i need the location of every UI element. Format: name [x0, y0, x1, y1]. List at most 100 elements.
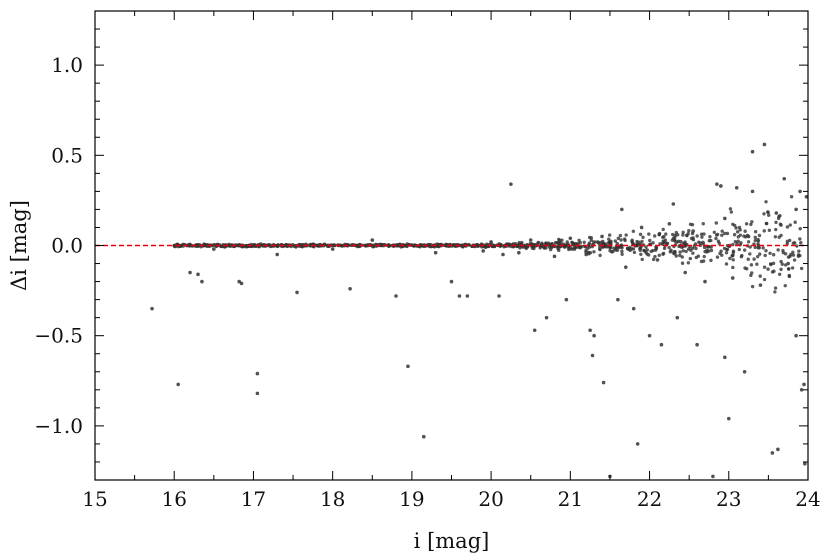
data-point — [203, 243, 207, 247]
data-point — [659, 342, 664, 347]
data-point — [639, 225, 644, 230]
data-point — [714, 236, 718, 241]
data-point — [719, 184, 723, 188]
data-point — [756, 237, 760, 242]
data-point — [333, 243, 337, 248]
data-point — [661, 235, 665, 239]
axis-ticks — [94, 11, 809, 480]
data-point — [499, 242, 503, 247]
data-point — [670, 238, 675, 242]
data-point — [749, 263, 754, 267]
data-point — [457, 294, 462, 298]
data-point — [798, 189, 802, 194]
data-point — [714, 221, 719, 225]
data-point — [777, 272, 782, 277]
y-tick-labels: −1.0 −0.5 0.0 0.5 1.0 — [34, 53, 83, 438]
data-point — [586, 250, 591, 255]
data-point — [761, 246, 765, 250]
data-point — [785, 225, 790, 229]
data-point — [742, 369, 747, 374]
data-point — [763, 253, 767, 258]
data-point — [768, 251, 772, 256]
data-point — [618, 233, 623, 238]
data-point — [640, 257, 644, 262]
data-point — [715, 255, 720, 259]
data-point — [476, 243, 480, 248]
data-point — [620, 252, 624, 256]
x-tick-label: 17 — [241, 487, 266, 511]
data-point — [779, 267, 783, 272]
data-point — [731, 258, 735, 262]
data-point — [406, 364, 410, 369]
data-point — [667, 245, 671, 250]
x-tick-label: 18 — [320, 487, 345, 511]
data-point — [688, 222, 693, 226]
data-point — [615, 241, 619, 246]
data-point — [570, 247, 574, 251]
data-point — [624, 233, 628, 237]
data-point — [568, 236, 573, 241]
data-point — [308, 243, 312, 247]
data-point — [316, 243, 320, 248]
data-point — [683, 270, 688, 275]
data-point — [788, 254, 792, 259]
data-point — [766, 210, 770, 214]
data-point — [699, 232, 704, 236]
data-point — [637, 240, 641, 244]
data-point — [789, 195, 794, 199]
data-point — [176, 382, 180, 387]
data-point — [623, 238, 627, 243]
data-point — [614, 246, 618, 251]
data-point — [172, 243, 177, 248]
data-point — [638, 248, 642, 252]
data-point — [255, 391, 260, 396]
data-point — [676, 239, 681, 244]
data-point — [521, 245, 525, 249]
data-point — [708, 235, 712, 239]
data-point — [631, 229, 636, 233]
data-point — [703, 279, 707, 284]
data-point — [481, 249, 485, 253]
data-point — [681, 249, 685, 253]
data-point — [776, 447, 780, 452]
data-point — [661, 252, 665, 256]
data-point — [694, 246, 698, 251]
data-point — [744, 222, 749, 226]
data-point — [646, 253, 651, 257]
data-point — [803, 461, 807, 466]
data-point — [773, 286, 778, 290]
data-point — [724, 262, 729, 266]
data-point — [783, 283, 787, 288]
data-point — [726, 416, 731, 421]
data-point — [714, 233, 719, 237]
data-point — [680, 261, 685, 265]
data-point — [804, 195, 809, 199]
data-point — [683, 240, 687, 244]
data-point — [750, 220, 754, 224]
data-point — [742, 248, 747, 252]
data-point — [542, 245, 546, 250]
data-point — [723, 216, 727, 221]
data-point — [235, 243, 239, 247]
data-point — [770, 270, 775, 274]
data-point — [355, 243, 360, 248]
data-point — [690, 231, 695, 236]
x-tick-label: 19 — [399, 487, 424, 511]
data-point — [601, 380, 606, 385]
data-point — [695, 342, 699, 347]
data-point — [715, 182, 719, 186]
data-point — [662, 240, 667, 244]
data-point — [617, 245, 622, 250]
data-point — [619, 238, 623, 242]
data-point — [567, 246, 571, 250]
data-point — [764, 200, 768, 204]
data-point — [616, 297, 620, 302]
data-point — [767, 213, 771, 217]
data-point — [762, 142, 767, 147]
data-point — [645, 248, 649, 252]
data-point — [774, 220, 778, 225]
data-point — [731, 249, 736, 253]
data-point — [798, 227, 802, 231]
data-point — [701, 259, 706, 263]
data-point — [779, 223, 783, 227]
